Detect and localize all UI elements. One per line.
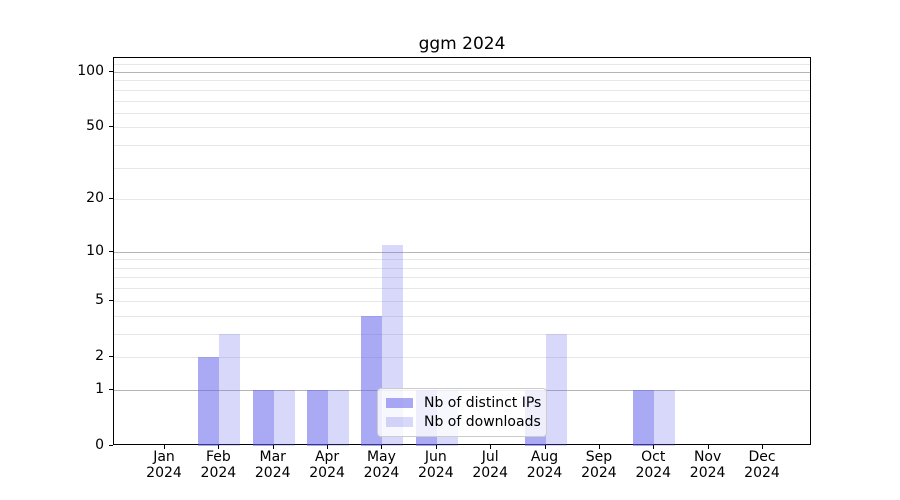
gridline-minor [114,89,810,91]
legend: Nb of distinct IPs Nb of downloads [377,388,547,437]
y-tick-label: 20 [86,190,104,207]
x-tick-label: Oct 2024 [635,449,672,481]
y-tick-label: 5 [95,291,104,308]
x-tick-label: May 2024 [363,449,400,481]
gridline-minor [114,64,810,66]
x-tick [272,445,274,449]
x-tick [327,445,329,449]
gridline-minor [114,259,810,261]
plot-area [113,57,811,446]
x-tick [218,445,220,449]
gridline-minor [114,315,810,317]
y-tick-label: 2 [95,347,104,364]
legend-row-distinct-ips: Nb of distinct IPs [386,395,541,411]
bar-distinct-ips-mar [252,389,274,446]
x-tick-label: Mar 2024 [254,449,291,481]
x-tick [598,445,600,449]
gridline-minor [114,100,810,102]
x-tick-label: Sep 2024 [581,449,617,481]
gridline-minor [114,112,810,114]
x-tick-label: Jan 2024 [146,449,182,481]
y-tick-label: 10 [86,242,104,259]
gridline-minor [114,127,810,129]
x-tick-label: Jun 2024 [417,449,454,481]
legend-swatch-downloads-icon [386,416,413,427]
legend-label-distinct-ips: Nb of distinct IPs [424,395,542,412]
x-tick [762,445,763,449]
bar-downloads-mar [273,389,295,446]
gridline-minor [114,167,810,169]
bar-distinct-ips-feb [198,356,220,446]
y-tick-label: 1 [95,380,104,397]
gridline-minor [114,199,810,201]
gridline-minor [114,145,810,147]
gridline-major [114,71,810,73]
legend-label-downloads: Nb of downloads [424,413,541,430]
gridline-minor [114,333,810,335]
x-tick-label: Feb 2024 [200,449,237,481]
bar-downloads-aug [545,333,567,446]
x-tick [490,445,492,449]
bar-downloads-oct [654,389,676,446]
legend-swatch-distinct-ips-icon [386,398,413,409]
y-tick [109,299,113,301]
grid-layer [114,58,810,444]
chart-title: ggm 2024 [418,34,506,54]
y-tick [109,126,113,128]
gridline-minor [114,277,810,279]
x-tick-label: Apr 2024 [309,449,345,481]
x-tick [707,445,709,449]
x-tick [653,445,655,449]
y-tick [109,445,113,446]
gridline-minor [114,288,810,290]
bar-downloads-apr [328,389,350,446]
x-tick [435,445,437,449]
gridline-minor [114,356,810,358]
bar-distinct-ips-oct [633,389,655,446]
x-tick-label: Nov 2024 [689,449,726,481]
x-tick-label: Aug 2024 [526,449,563,481]
gridline-major [114,251,810,253]
y-tick [109,355,113,357]
y-tick [109,70,113,72]
y-tick [109,198,113,200]
bar-downloads-feb [219,333,241,446]
y-tick [109,388,113,390]
bar-layer [114,58,810,446]
gridline-minor [114,300,810,302]
x-tick [544,445,546,449]
gridline-minor [114,80,810,82]
gridline-minor [114,267,810,269]
y-tick-label: 0 [95,437,104,453]
legend-row-downloads: Nb of downloads [386,414,541,430]
y-tick [109,250,113,252]
y-tick-label: 50 [86,118,104,135]
x-tick-label: Jul 2024 [472,449,508,481]
bar-distinct-ips-apr [307,389,329,446]
x-tick [164,445,165,449]
y-tick-label: 100 [77,62,104,79]
x-tick-label: Dec 2024 [744,449,780,481]
x-tick [381,445,383,449]
